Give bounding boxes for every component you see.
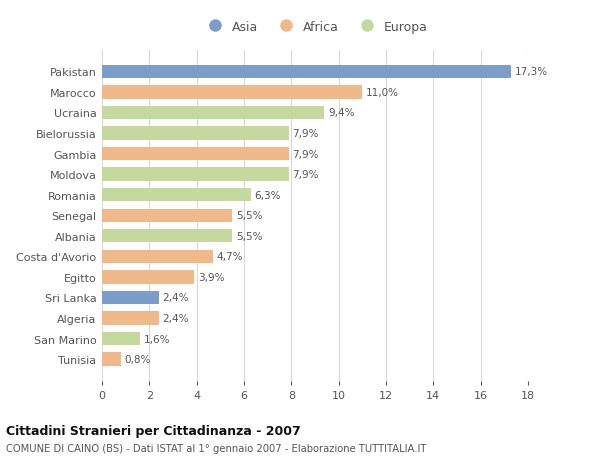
Text: 2,4%: 2,4% [163,313,189,323]
Bar [102,312,159,325]
Bar [102,271,194,284]
Bar [102,291,159,304]
Bar [102,168,289,181]
Legend: Asia, Africa, Europa: Asia, Africa, Europa [198,17,432,38]
Text: 7,9%: 7,9% [293,129,319,139]
Bar [102,332,140,346]
Text: COMUNE DI CAINO (BS) - Dati ISTAT al 1° gennaio 2007 - Elaborazione TUTTITALIA.I: COMUNE DI CAINO (BS) - Dati ISTAT al 1° … [6,443,427,453]
Bar [102,86,362,99]
Bar [102,250,213,263]
Bar [102,127,289,140]
Text: 17,3%: 17,3% [515,67,548,77]
Text: 9,4%: 9,4% [328,108,355,118]
Text: Cittadini Stranieri per Cittadinanza - 2007: Cittadini Stranieri per Cittadinanza - 2… [6,425,301,437]
Bar [102,230,232,243]
Bar [102,353,121,366]
Text: 4,7%: 4,7% [217,252,243,262]
Text: 0,8%: 0,8% [124,354,151,364]
Bar [102,66,511,79]
Text: 6,3%: 6,3% [254,190,281,200]
Bar [102,209,232,223]
Bar [102,106,325,120]
Text: 3,9%: 3,9% [198,272,224,282]
Text: 5,5%: 5,5% [236,231,262,241]
Text: 7,9%: 7,9% [293,149,319,159]
Text: 5,5%: 5,5% [236,211,262,221]
Bar [102,147,289,161]
Text: 2,4%: 2,4% [163,293,189,303]
Text: 1,6%: 1,6% [143,334,170,344]
Text: 11,0%: 11,0% [366,88,399,98]
Text: 7,9%: 7,9% [293,170,319,180]
Bar [102,189,251,202]
